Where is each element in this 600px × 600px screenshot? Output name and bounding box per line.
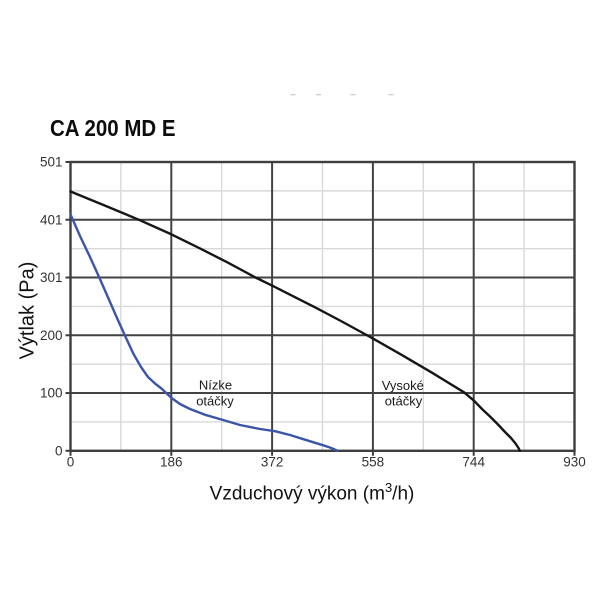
svg-text:301: 301 — [40, 270, 63, 285]
svg-text:100: 100 — [40, 386, 63, 401]
svg-text:401: 401 — [40, 212, 63, 227]
svg-text:CA 200 MD E: CA 200 MD E — [50, 115, 176, 141]
svg-text:372: 372 — [261, 455, 284, 470]
svg-text:930: 930 — [563, 455, 586, 470]
svg-text:Nízke: Nízke — [199, 378, 232, 393]
svg-text:186: 186 — [160, 455, 183, 470]
svg-text:0: 0 — [67, 455, 75, 470]
svg-text:0: 0 — [55, 443, 63, 458]
svg-text:otáčky: otáčky — [196, 394, 234, 409]
svg-text:Vzduchový výkon (m3/h): Vzduchový výkon (m3/h) — [210, 480, 415, 505]
svg-text:Výtlak (Pa): Výtlak (Pa) — [17, 262, 39, 360]
svg-text:Vysoké: Vysoké — [382, 378, 424, 393]
svg-text:200: 200 — [40, 328, 63, 343]
svg-text:501: 501 — [40, 155, 63, 170]
svg-text:otáčky: otáčky — [385, 393, 423, 408]
svg-text:558: 558 — [362, 455, 385, 470]
svg-text:744: 744 — [462, 455, 485, 470]
